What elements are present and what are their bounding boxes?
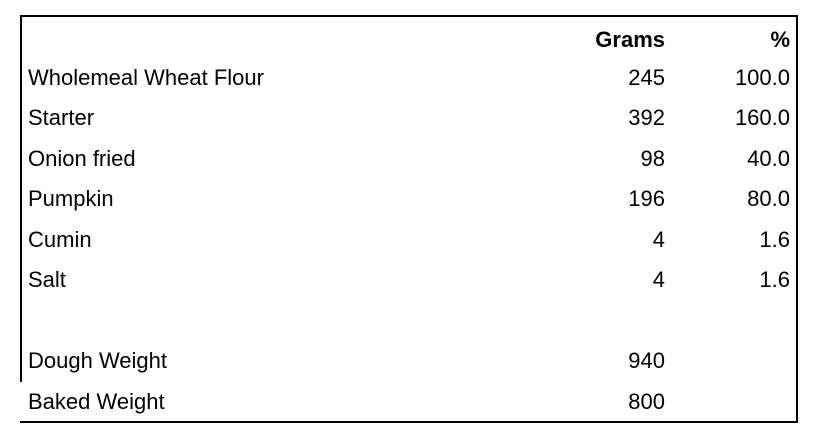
ingredient-name: Wholemeal Wheat Flour bbox=[28, 65, 264, 90]
ingredient-name: Salt bbox=[28, 267, 66, 292]
ingredient-percent: 1.6 bbox=[759, 227, 790, 252]
ingredient-percent: 1.6 bbox=[759, 267, 790, 292]
total-grams: 800 bbox=[628, 389, 665, 414]
table-row: Wholemeal Wheat Flour 245 100.0 bbox=[0, 58, 816, 98]
ingredient-percent: 160.0 bbox=[734, 105, 790, 130]
table-row: Cumin 4 1.6 bbox=[0, 220, 816, 260]
ingredient-grams: 245 bbox=[628, 65, 665, 90]
ingredient-percent: 100.0 bbox=[734, 65, 790, 90]
ingredient-name: Cumin bbox=[28, 227, 92, 252]
ingredient-name: Onion fried bbox=[28, 146, 136, 171]
total-name: Dough Weight bbox=[28, 348, 168, 373]
header-grams: Grams bbox=[595, 27, 665, 52]
ingredient-grams: 4 bbox=[652, 267, 665, 292]
ingredient-percent: 80.0 bbox=[747, 186, 790, 211]
ingredient-grams: 196 bbox=[628, 186, 665, 211]
total-name: Baked Weight bbox=[28, 389, 165, 414]
ingredient-grams: 4 bbox=[652, 227, 665, 252]
border-bottom bbox=[20, 421, 798, 423]
border-top bbox=[20, 15, 798, 17]
table-row: Pumpkin 196 80.0 bbox=[0, 179, 816, 219]
table-row: Onion fried 98 40.0 bbox=[0, 139, 816, 179]
header-row: Grams % bbox=[0, 20, 816, 60]
ingredient-percent: 40.0 bbox=[747, 146, 790, 171]
table-row: Salt 4 1.6 bbox=[0, 260, 816, 300]
header-percent: % bbox=[770, 27, 790, 52]
ingredient-grams: 392 bbox=[628, 105, 665, 130]
border-right bbox=[796, 15, 798, 423]
ingredient-name: Pumpkin bbox=[28, 186, 114, 211]
table-row: Starter 392 160.0 bbox=[0, 98, 816, 138]
total-row-dough-weight: Dough Weight 940 bbox=[0, 341, 816, 381]
ingredient-name: Starter bbox=[28, 105, 95, 130]
ingredient-grams: 98 bbox=[640, 146, 665, 171]
total-row-baked-weight: Baked Weight 800 bbox=[0, 382, 816, 422]
total-grams: 940 bbox=[628, 348, 665, 373]
border-left bbox=[20, 15, 22, 382]
